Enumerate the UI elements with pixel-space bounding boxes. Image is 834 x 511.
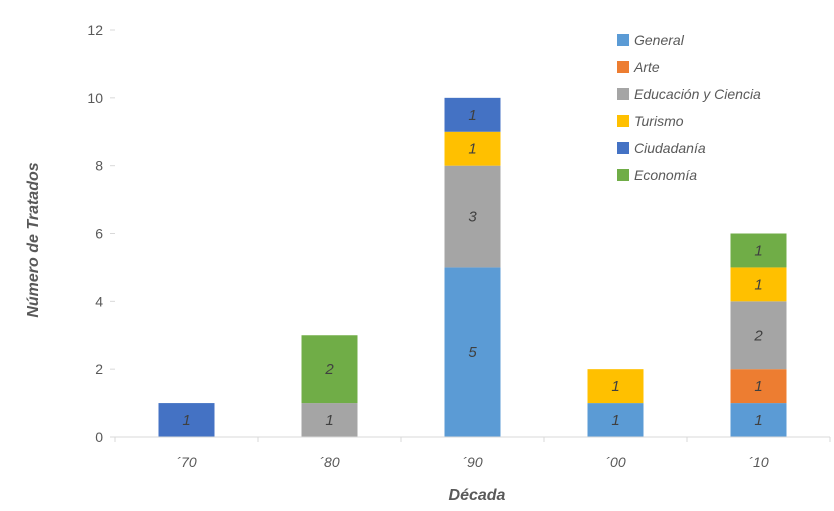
- legend-swatch: [617, 88, 629, 100]
- bar-segment: [587, 403, 644, 437]
- bar-segment: [730, 369, 787, 404]
- bar-segment: [730, 267, 787, 302]
- legend-label: Arte: [633, 59, 660, 75]
- data-label: 1: [754, 378, 762, 395]
- legend-swatch: [617, 34, 629, 46]
- bars: 1 1 2 5 3 1 1 1 1 1 1 2 1 1: [158, 97, 787, 437]
- legend-label: Turismo: [634, 113, 684, 129]
- y-tick-label: 2: [95, 361, 103, 377]
- bar-segment: [301, 403, 358, 437]
- data-label: 1: [754, 276, 762, 293]
- legend-swatch: [617, 142, 629, 154]
- data-label: 2: [753, 327, 763, 344]
- x-axis-title: Década: [449, 487, 506, 504]
- y-tick-label: 4: [95, 293, 103, 309]
- y-axis-title: Número de Tratados: [25, 162, 42, 317]
- data-label: 1: [468, 107, 476, 124]
- x-category-label: ´70: [176, 454, 196, 470]
- legend-label: Economía: [634, 167, 697, 183]
- legend: General Arte Educación y Ciencia Turismo Ciu…: [617, 32, 761, 183]
- bar-segment: [444, 165, 501, 268]
- data-label: 1: [182, 412, 190, 429]
- y-tick-label: 0: [95, 429, 103, 445]
- x-category-label: ´80: [319, 454, 339, 470]
- y-axis-ticks: 0 2 4 6 8 10 12: [87, 22, 115, 445]
- y-tick-label: 6: [95, 226, 103, 242]
- x-category-label: ´90: [462, 454, 482, 470]
- bar-segment: [444, 267, 501, 437]
- data-label: 2: [324, 361, 334, 378]
- bar-segment: [444, 97, 501, 132]
- y-tick-label: 8: [95, 158, 103, 174]
- legend-swatch: [617, 169, 629, 181]
- y-tick-label: 10: [87, 90, 103, 106]
- bar-segment: [730, 233, 787, 268]
- bar-segment: [730, 403, 787, 437]
- bar-segment: [301, 335, 358, 404]
- data-label: 1: [611, 412, 619, 429]
- bar-segment: [158, 403, 215, 437]
- data-label: 1: [468, 141, 476, 158]
- bar-segment: [587, 369, 644, 404]
- y-tick-label: 12: [87, 22, 103, 38]
- data-label: 5: [468, 344, 477, 361]
- legend-swatch: [617, 115, 629, 127]
- bar-segment: [730, 301, 787, 370]
- data-label: 3: [468, 209, 477, 226]
- legend-label: Educación y Ciencia: [634, 86, 761, 102]
- x-axis-category-labels: ´70 ´80 ´90 ´00 ´10: [114, 437, 831, 470]
- legend-label: Ciudadanía: [634, 140, 706, 156]
- data-label: 1: [325, 412, 333, 429]
- x-category-label: ´00: [605, 454, 625, 470]
- data-label: 1: [754, 242, 762, 259]
- x-category-label: ´10: [748, 454, 768, 470]
- bar-segment: [444, 131, 501, 166]
- legend-swatch: [617, 61, 629, 73]
- data-label: 1: [754, 412, 762, 429]
- data-label: 1: [611, 378, 619, 395]
- legend-label: General: [634, 32, 685, 48]
